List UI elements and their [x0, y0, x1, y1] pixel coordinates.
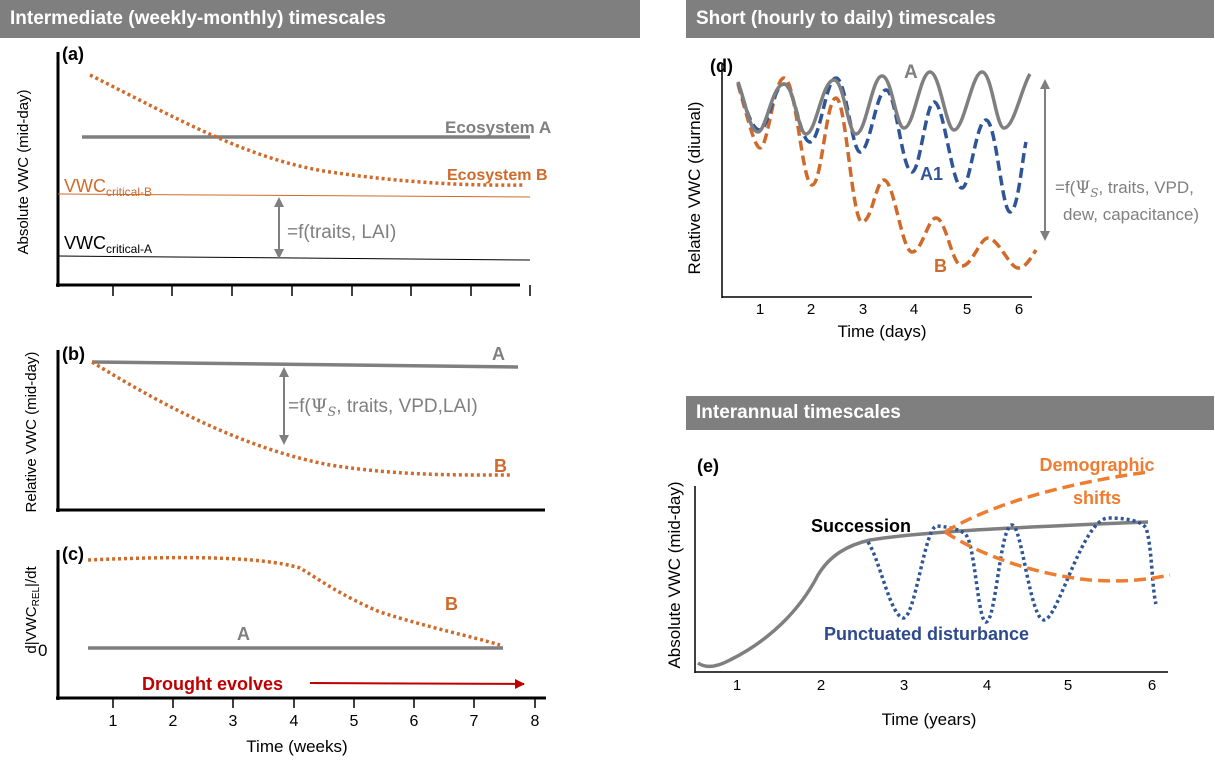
panel-a-ticks [112, 285, 531, 296]
header-intermediate: Intermediate (weekly-monthly) timescales [0, 0, 640, 38]
panel-d-a-label: A [904, 62, 918, 83]
panel-e-succession-curve [696, 520, 1149, 669]
panel-c-drought-arrow [309, 678, 525, 689]
panel-e-disturbance-label: Punctuated disturbance [824, 624, 1029, 644]
panel-d-ylabel: Relative VWC (diurnal) [685, 102, 704, 275]
panel-b-a-line [91, 360, 519, 369]
panel-a-critical-b-line [57, 193, 531, 198]
panel-d: (d) Relative VWC (diurnal) 12 34 56 Time… [685, 56, 1199, 341]
svg-text:2: 2 [817, 677, 825, 694]
panel-e-xlabel: Time (years) [882, 710, 977, 729]
panel-b: (b) Relative VWC (mid-day) A B =f(ΨS, tr… [23, 344, 545, 512]
svg-text:7: 7 [470, 713, 479, 730]
panel-e-letter: (e) [697, 456, 719, 476]
svg-text:5: 5 [1064, 677, 1072, 694]
svg-text:1: 1 [109, 713, 118, 730]
header-short: Short (hourly to daily) timescales [686, 0, 1214, 38]
panel-b-annotation: =f(ΨS, traits, VPD,LAI) [288, 395, 478, 420]
panel-e: (e) Absolute VWC (mid-day) 1 2 3 4 5 6 Time… [665, 455, 1171, 729]
panel-b-ylabel: Relative VWC (mid-day) [23, 352, 40, 513]
panel-e-demographic-label-2: shifts [1073, 488, 1121, 508]
panel-d-b-label: B [934, 256, 947, 276]
svg-text:6: 6 [1015, 301, 1023, 318]
svg-text:5: 5 [350, 713, 359, 730]
svg-text:6: 6 [1148, 677, 1156, 694]
svg-text:4: 4 [983, 677, 991, 694]
svg-text:6: 6 [410, 713, 419, 730]
panel-c-xlabel: Time (weeks) [246, 737, 347, 756]
panel-c-zero-label: 0 [38, 641, 47, 660]
panel-a-annotation: =f(traits, LAI) [287, 222, 396, 243]
panel-d-a1-label: A1 [920, 164, 943, 184]
header-interannual: Interannual timescales [686, 396, 1214, 430]
panel-d-a-curve [736, 70, 1032, 136]
panel-d-annotation-line1: =f(ΨS, traits, VPD, [1055, 178, 1194, 200]
panel-c-letter: (c) [62, 544, 84, 564]
panel-e-tick-labels: 1 2 3 4 5 6 [733, 677, 1156, 694]
panel-c-tick-labels: 1 2 3 4 5 6 7 8 [109, 713, 540, 730]
panel-d-annotation-line2: dew, capacitance) [1063, 205, 1199, 224]
panel-e-ylabel: Absolute VWC (mid-day) [665, 481, 684, 668]
panel-e-demographic-lower-curve [944, 530, 1171, 583]
svg-text:3: 3 [900, 677, 908, 694]
panel-e-demographic-label-1: Demographic [1039, 455, 1154, 475]
panel-c-drought-label: Drought evolves [142, 674, 283, 694]
panel-a-critical-a-line [57, 255, 531, 261]
panel-a-ecosystem-a-label: Ecosystem A [445, 118, 551, 137]
svg-text:8: 8 [531, 713, 540, 730]
panel-a: (a) Absolute VWC (mid-day) Ecosystem A E… [15, 44, 551, 296]
svg-text:5: 5 [963, 301, 971, 318]
panel-d-a1-curve [736, 76, 1028, 214]
panel-c-b-curve [87, 555, 501, 647]
panel-a-ecosystem-b-label: Ecosystem B [447, 167, 548, 184]
svg-text:4: 4 [290, 713, 299, 730]
panel-b-letter: (b) [62, 344, 85, 364]
svg-text:4: 4 [910, 301, 918, 318]
svg-text:2: 2 [169, 713, 178, 730]
panel-a-ecosystem-b-curve [89, 73, 526, 187]
panel-d-b-curve [736, 76, 1038, 270]
panel-b-b-curve [91, 360, 513, 477]
svg-text:1: 1 [733, 677, 741, 694]
panel-c-ylabel: d|VWCREL|/dt [23, 566, 42, 654]
svg-text:3: 3 [859, 301, 867, 318]
panel-a-critical-b-label: VWCcritical-B [64, 176, 152, 199]
panel-e-disturbance-curve [866, 516, 1158, 624]
panel-c: (c) d|VWCREL|/dt 0 1 2 3 4 5 6 7 8 Time (wee… [23, 544, 546, 756]
panel-a-ylabel: Absolute VWC (mid-day) [15, 89, 32, 254]
panel-d-xlabel: Time (days) [837, 322, 926, 341]
panel-c-ticks [112, 698, 536, 708]
panel-b-b-label: B [494, 456, 507, 476]
panel-e-succession-label: Succession [811, 516, 911, 536]
panel-c-a-label: A [237, 624, 250, 644]
panel-c-b-label: B [445, 594, 458, 614]
panel-e-demographic-upper-curve [944, 470, 1149, 534]
svg-text:2: 2 [807, 301, 815, 318]
svg-text:1: 1 [756, 301, 764, 318]
panel-d-tick-labels: 1 2 3 4 5 6 [756, 301, 1023, 318]
panel-a-critical-a-label: VWCcritical-A [64, 233, 152, 256]
svg-text:3: 3 [229, 713, 238, 730]
panel-a-letter: (a) [62, 44, 84, 64]
panel-b-a-label: A [492, 344, 505, 364]
